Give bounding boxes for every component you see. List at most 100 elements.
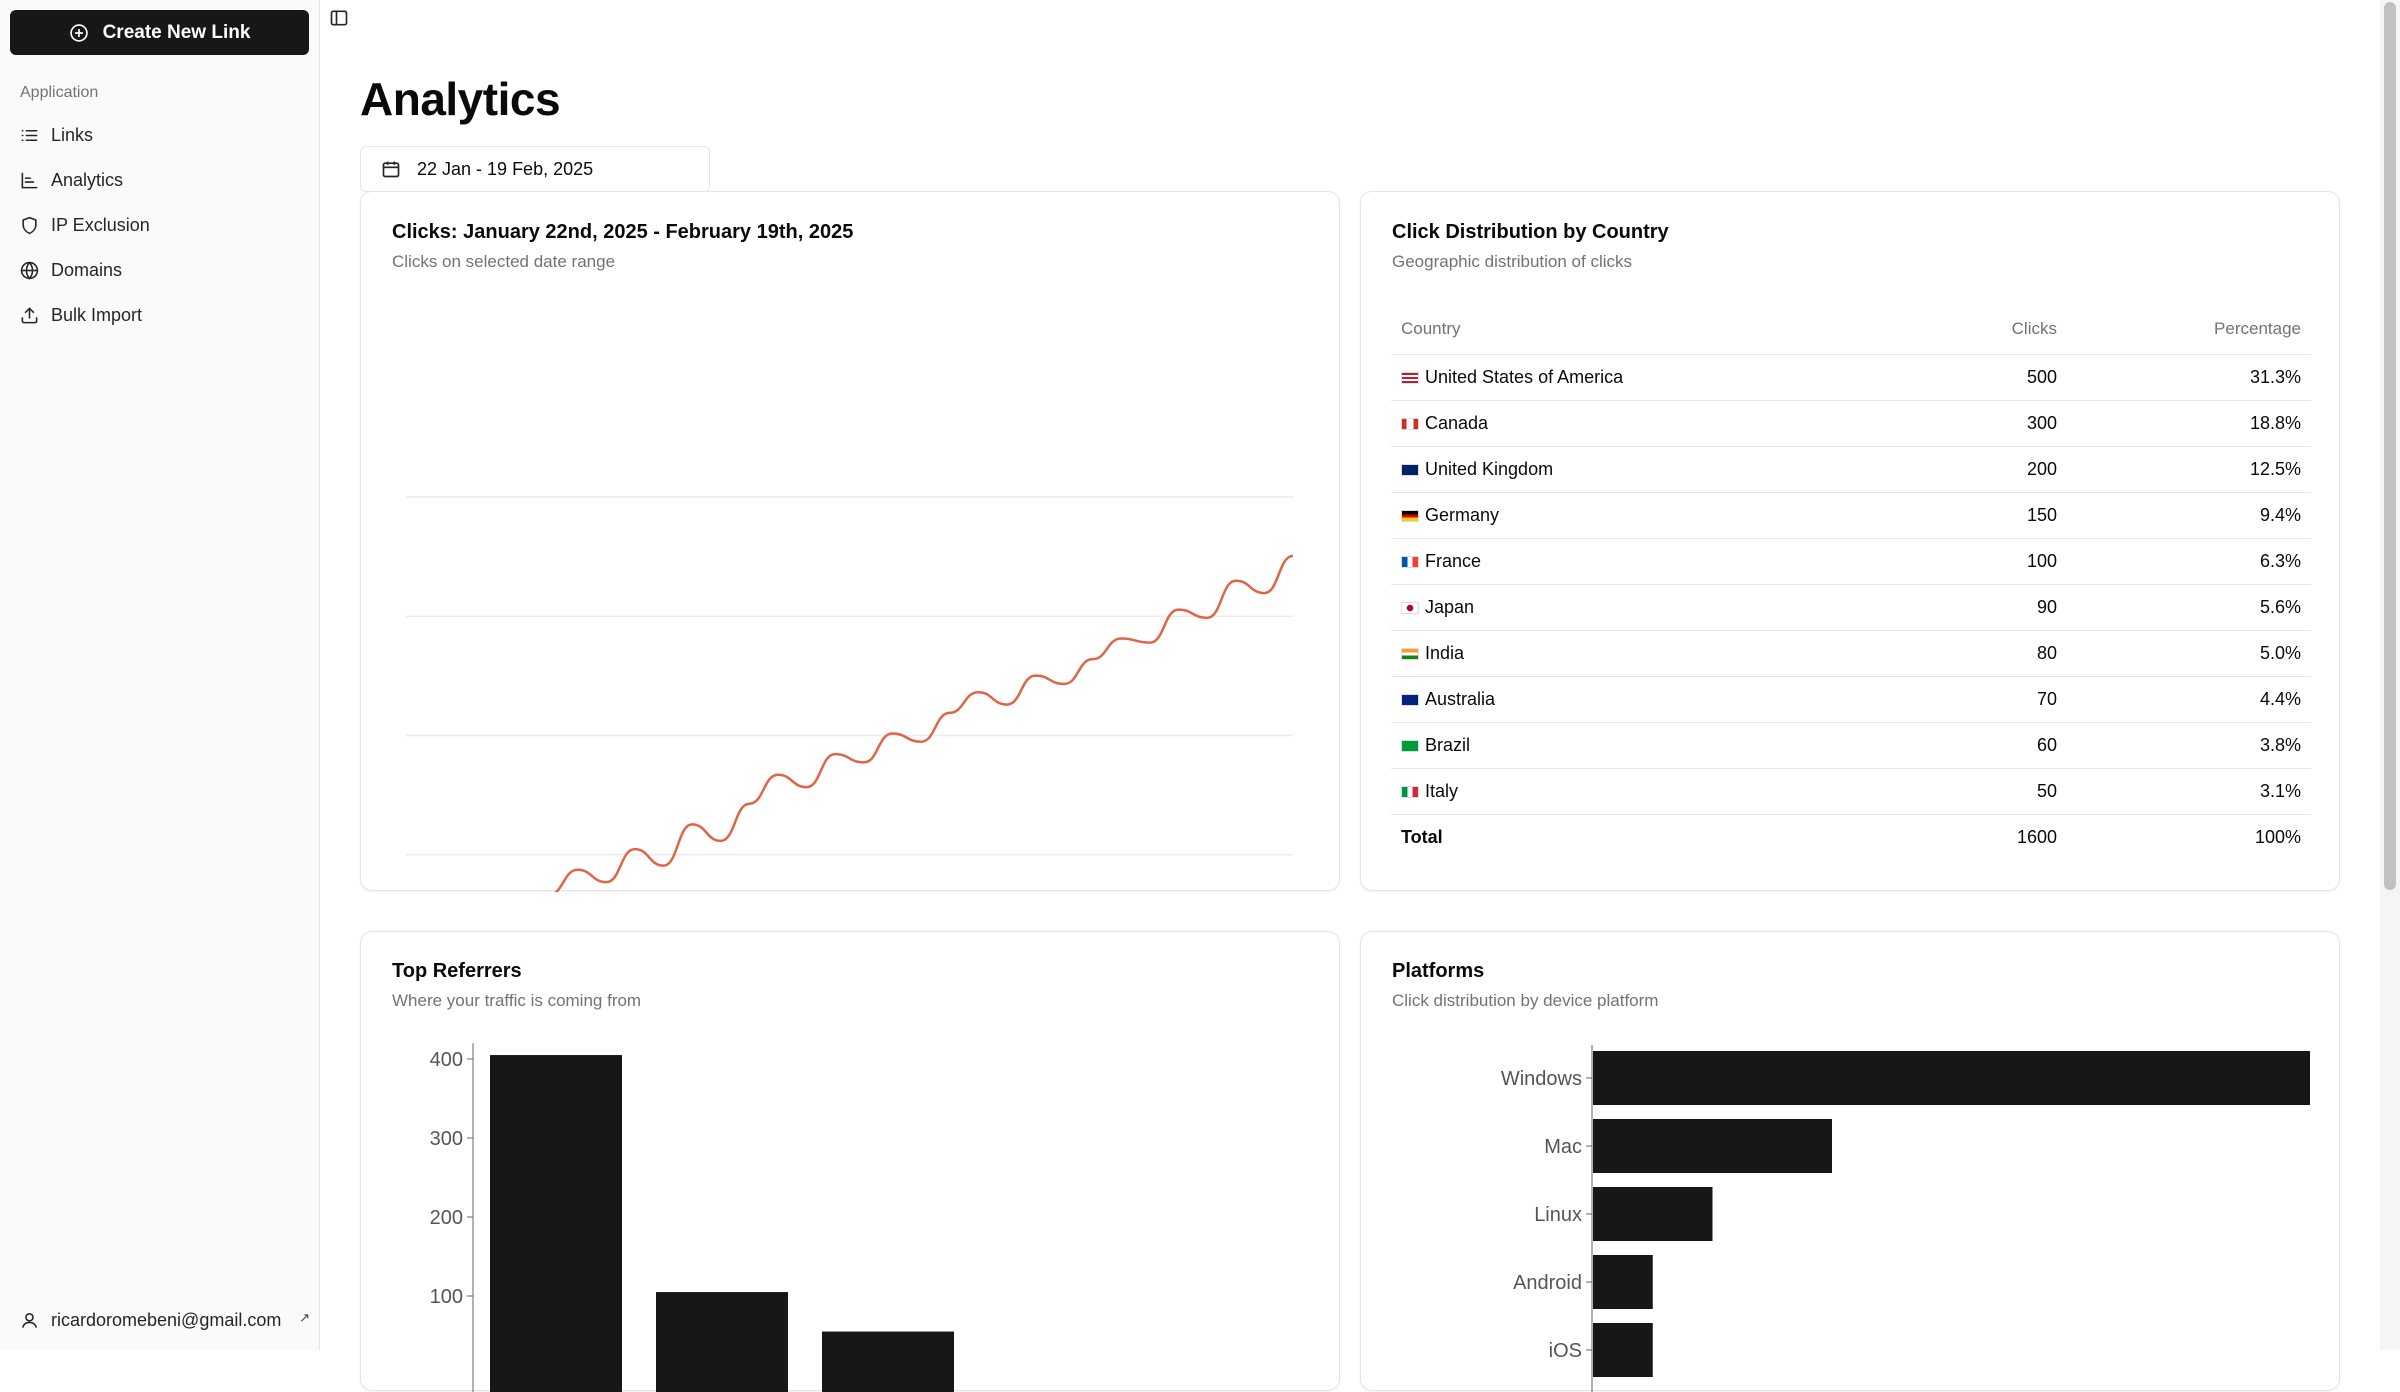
total-clicks: 1600 (2016, 826, 2057, 847)
percentage-cell: 3.8% (2067, 722, 2311, 769)
y-tick-label: 200 (430, 1207, 463, 1229)
platform-label: Mac (1544, 1136, 1582, 1158)
chart-icon (21, 172, 38, 189)
jp-flag-icon (1401, 601, 1419, 614)
country-cell: France (1391, 538, 1897, 585)
percentage-cell: 5.0% (2067, 630, 2311, 677)
list-icon (21, 129, 38, 142)
sidebar-toggle-button[interactable] (327, 6, 351, 30)
percentage-cell: 9.4% (2067, 492, 2311, 539)
platform-bar (1593, 1255, 1653, 1309)
sidebar-group-label: Application (20, 84, 99, 101)
clicks-cell: 50 (1897, 768, 2067, 815)
platform-bar (1593, 1323, 1653, 1377)
br-flag-icon (1401, 739, 1419, 752)
country-cell: Germany (1391, 492, 1897, 539)
main-content: Analytics 22 Jan - 19 Feb, 2025 Clicks: … (320, 0, 2380, 1392)
table-row: France 100 6.3% (1391, 538, 2311, 585)
globe-icon (20, 261, 39, 280)
sidebar-item-links[interactable]: Links (10, 113, 310, 158)
country-name: Italy (1425, 780, 1459, 801)
page-title: Analytics (360, 73, 561, 125)
clicks-card-subtitle: Clicks on selected date range (392, 252, 616, 271)
country-card: Click Distribution by Country Geographic… (1360, 191, 2340, 891)
platforms-card-title: Platforms (1392, 960, 1485, 982)
country-name: India (1425, 642, 1465, 663)
sidebar-nav: Links Analytics IP Exclusion Domains Bul… (10, 113, 310, 338)
country-cell: Japan (1391, 584, 1897, 631)
clicks-cell: 500 (1897, 354, 2067, 401)
sidebar-item-label: Links (51, 125, 94, 145)
sidebar-item-bulk-import[interactable]: Bulk Import (10, 293, 310, 338)
referrer-bar (822, 1331, 954, 1392)
calendar-icon (382, 161, 400, 178)
percentage-cell: 6.3% (2067, 538, 2311, 585)
country-cell: Brazil (1391, 722, 1897, 769)
ca-flag-icon (1401, 417, 1419, 430)
user-menu[interactable]: ricardoromebeni@gmail.com ↗ (10, 1298, 310, 1342)
country-table: Country Clicks Percentage United States … (1391, 304, 2311, 860)
referrers-bar-chart: 100 200 300 400 (430, 1043, 954, 1392)
clicks-card-title: Clicks: January 22nd, 2025 - February 19… (392, 221, 854, 243)
sidebar-item-label: IP Exclusion (51, 215, 150, 235)
sidebar-item-domains[interactable]: Domains (10, 248, 310, 293)
clicks-cell: 60 (1897, 722, 2067, 769)
platform-label: iOS (1549, 1340, 1582, 1362)
sidebar-item-analytics[interactable]: Analytics (10, 158, 310, 203)
table-total-row: Total 1600 100% (1391, 814, 2311, 860)
clicks-cell: 300 (1897, 400, 2067, 447)
referrers-card: Top Referrers Where your traffic is comi… (360, 931, 1340, 1392)
country-card-title: Click Distribution by Country (1392, 221, 1669, 243)
clicks-cell: 70 (1897, 676, 2067, 723)
clicks-cell: 80 (1897, 630, 2067, 677)
scrollbar-thumb[interactable] (2384, 2, 2396, 890)
sidebar-item-label: Analytics (51, 170, 124, 190)
sidebar-item-label: Bulk Import (51, 305, 143, 325)
clicks-cell: 200 (1897, 446, 2067, 493)
clicks-card: Clicks: January 22nd, 2025 - February 19… (360, 191, 1340, 892)
sidebar-item-ip-exclusion[interactable]: IP Exclusion (10, 203, 310, 248)
percentage-cell: 3.1% (2067, 768, 2311, 815)
plus-circle-icon (69, 23, 89, 43)
table-row: Australia 70 4.4% (1391, 676, 2311, 723)
country-name: Australia (1425, 688, 1496, 709)
total-percentage: 100% (2254, 826, 2301, 847)
referrer-bar (490, 1055, 622, 1392)
date-range-label: 22 Jan - 19 Feb, 2025 (417, 158, 594, 179)
country-card-subtitle: Geographic distribution of clicks (1392, 252, 1633, 271)
page-scrollbar[interactable] (2380, 0, 2400, 1350)
in-flag-icon (1401, 647, 1419, 660)
panel-left-icon (330, 10, 348, 26)
clicks-cell: 100 (1897, 538, 2067, 585)
platform-bar (1593, 1119, 1832, 1173)
country-name: France (1425, 550, 1482, 571)
y-tick-label: 400 (430, 1049, 463, 1071)
column-header-country: Country (1391, 304, 1897, 355)
fr-flag-icon (1401, 555, 1419, 568)
clicks-series-line (553, 554, 1294, 892)
platform-label: Windows (1501, 1068, 1582, 1090)
platform-label: Android (1513, 1272, 1582, 1294)
country-name: United States of America (1425, 366, 1624, 387)
country-cell: Italy (1391, 768, 1897, 815)
user-email: ricardoromebeni@gmail.com (51, 1309, 282, 1330)
de-flag-icon (1401, 509, 1419, 522)
platform-bar (1593, 1187, 1713, 1241)
country-name: Canada (1425, 412, 1489, 433)
referrers-card-title: Top Referrers (392, 960, 522, 982)
platforms-card-subtitle: Click distribution by device platform (1392, 991, 1659, 1010)
create-new-link-button[interactable]: Create New Link (10, 10, 309, 55)
table-row: Canada 300 18.8% (1391, 400, 2311, 447)
percentage-cell: 5.6% (2067, 584, 2311, 631)
country-cell: Canada (1391, 400, 1897, 447)
y-tick-label: 300 (430, 1128, 463, 1150)
platforms-card: Platforms Click distribution by device p… (1360, 931, 2340, 1392)
clicks-cell: 150 (1897, 492, 2067, 539)
country-cell: India (1391, 630, 1897, 677)
percentage-cell: 18.8% (2067, 400, 2311, 447)
date-range-picker[interactable]: 22 Jan - 19 Feb, 2025 (360, 146, 710, 192)
country-name: United Kingdom (1425, 458, 1554, 479)
chevron-up-down-icon: ↗ (299, 1310, 310, 1325)
table-row: United States of America 500 31.3% (1391, 354, 2311, 401)
create-new-link-label: Create New Link (102, 21, 251, 43)
